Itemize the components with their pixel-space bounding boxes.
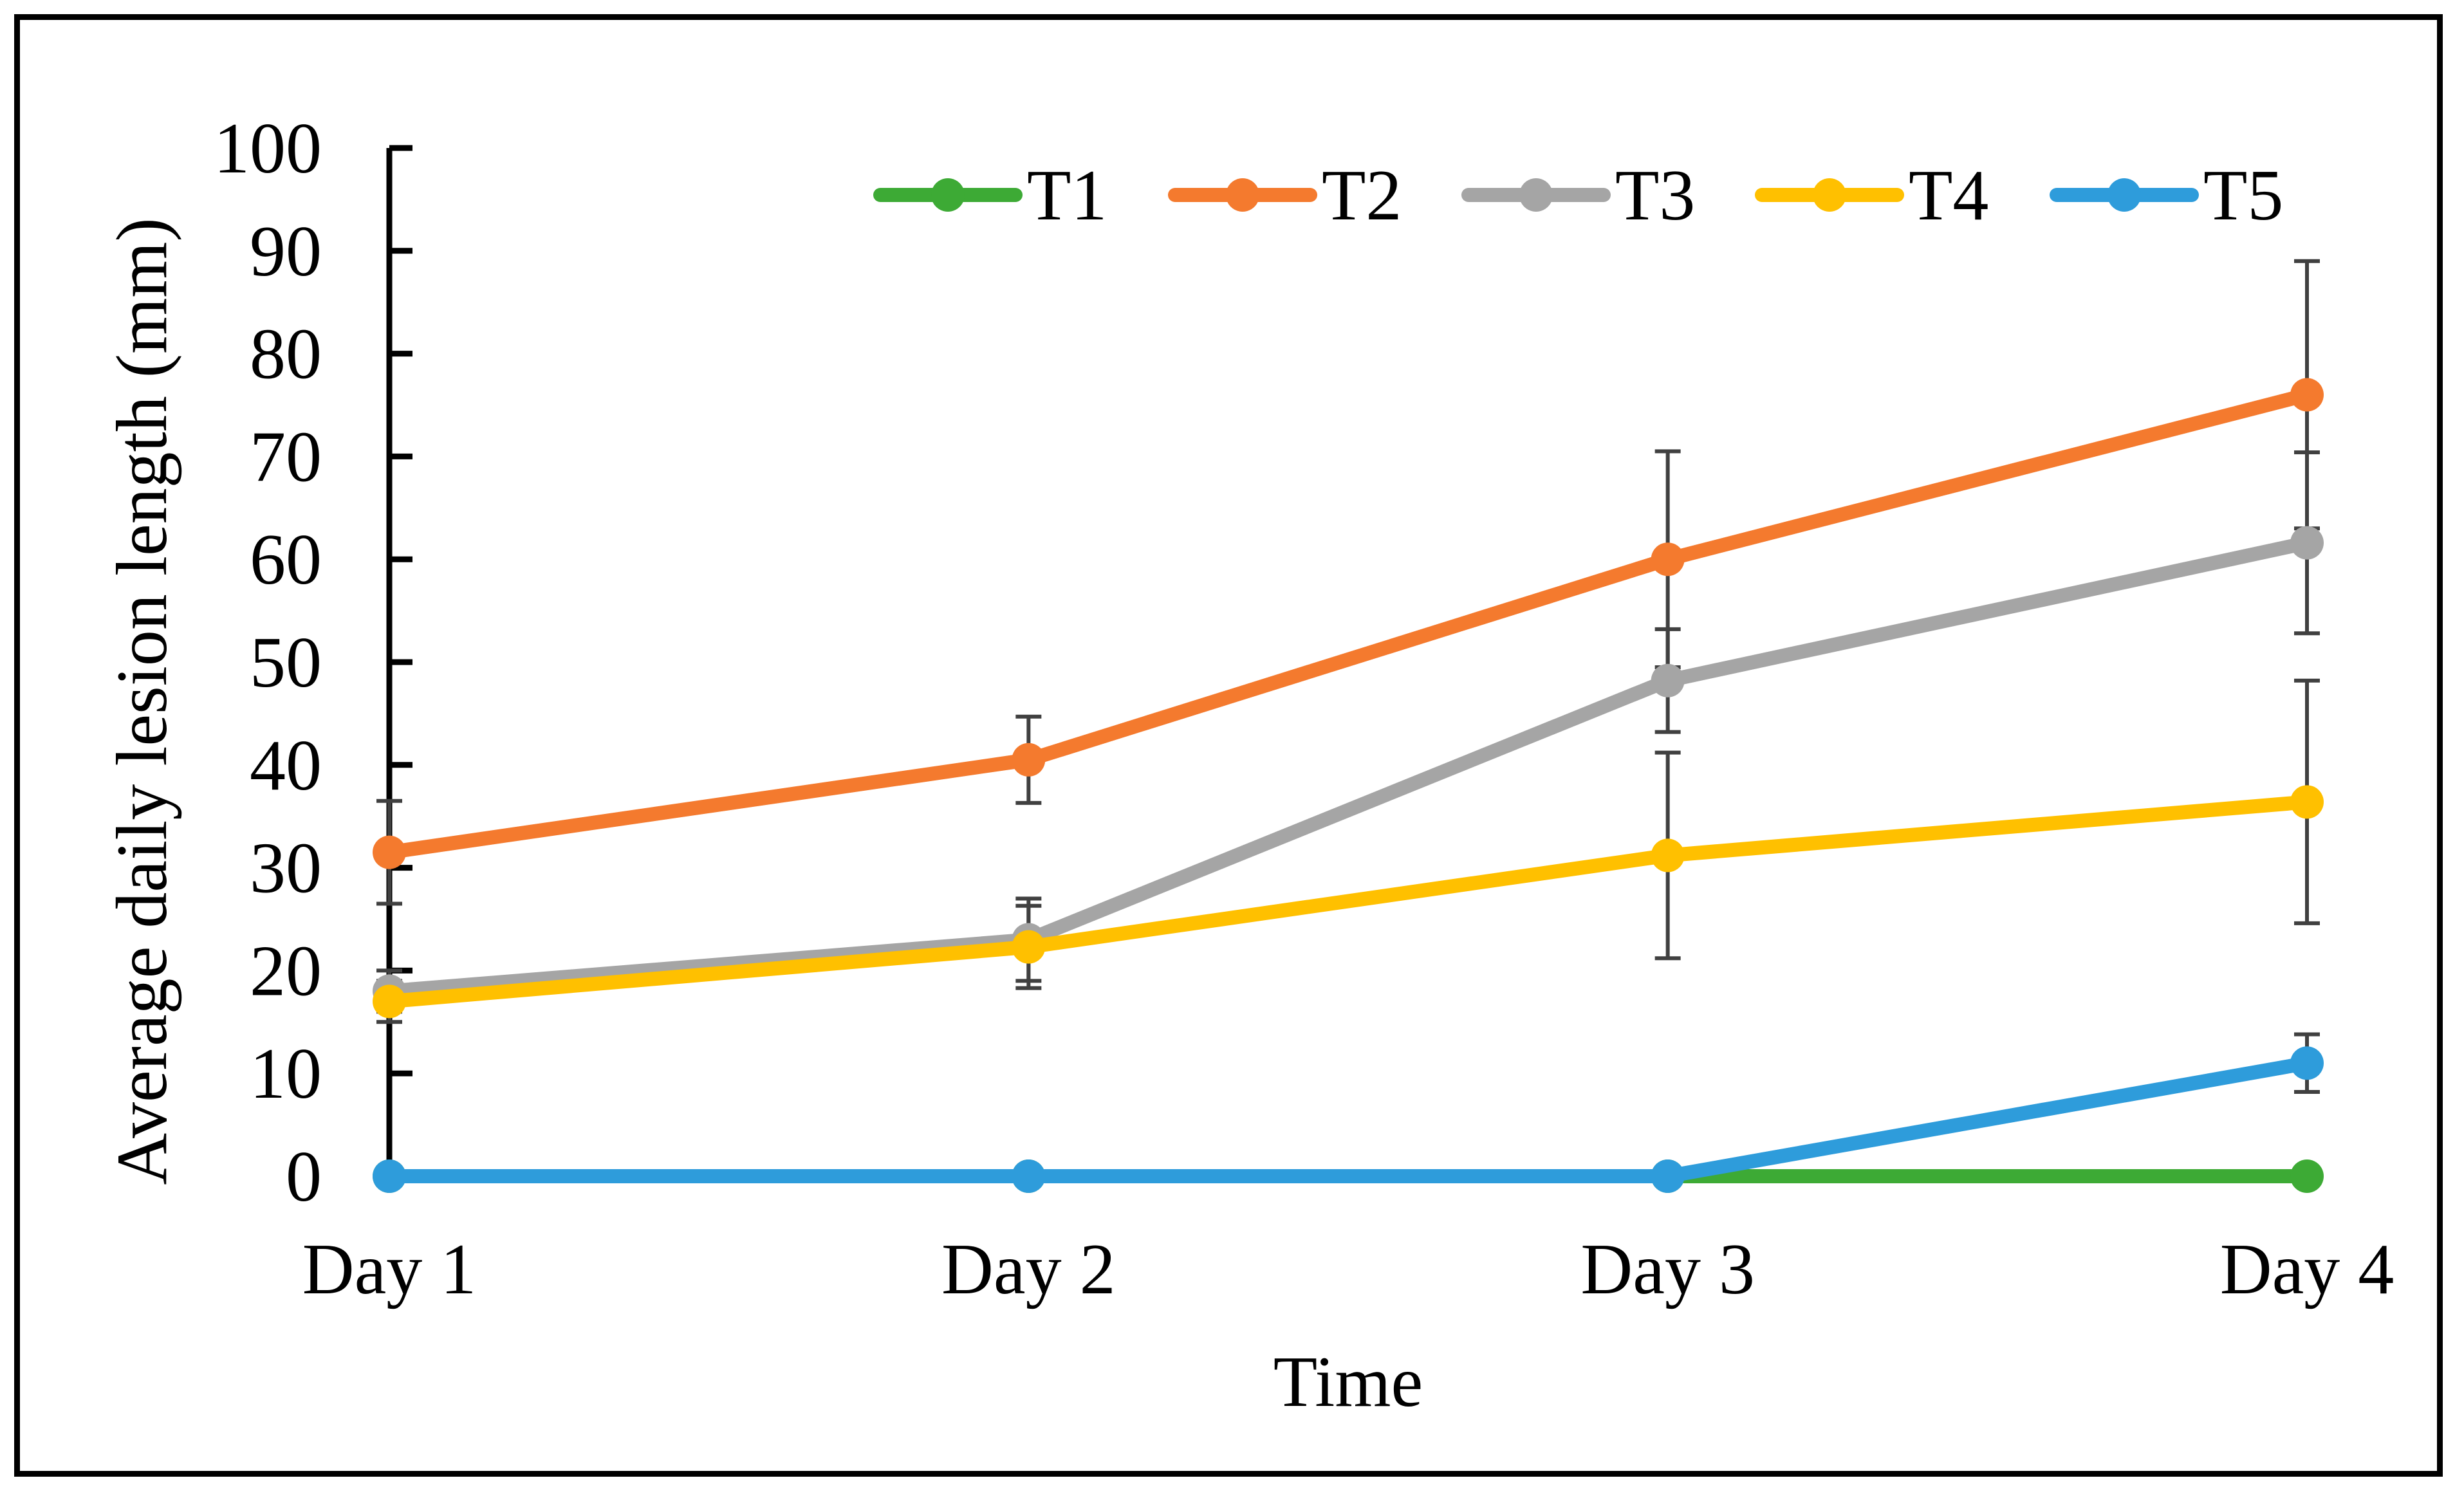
legend: T1 T2 T3 T4 T5	[873, 156, 2283, 235]
y-tick-label: 40	[250, 726, 322, 806]
series-line-t5	[382, 1056, 2314, 1183]
y-tick-label: 30	[250, 829, 322, 909]
data-point-t2	[1651, 542, 1685, 577]
legend-marker-t4	[1813, 178, 1846, 212]
y-tick-label: 20	[250, 931, 322, 1011]
data-point-t4	[373, 984, 406, 1019]
y-tick-label: 90	[250, 212, 322, 291]
data-point-t5	[373, 1159, 406, 1193]
legend-label-t5: T5	[2203, 156, 2283, 235]
series-lines	[373, 378, 2324, 1193]
series-line-t3	[382, 535, 2314, 999]
data-point-t1	[2290, 1159, 2324, 1193]
data-point-t2	[2290, 378, 2324, 412]
y-tick-label: 10	[250, 1034, 322, 1114]
data-point-t2	[373, 835, 406, 869]
data-point-t2	[1012, 743, 1046, 777]
data-point-t3	[2290, 526, 2324, 560]
y-axis: 0 10 20 30 40 50 60 70 80 90 100	[214, 109, 412, 1217]
y-tick-label: 70	[250, 417, 322, 497]
y-tick-label: 50	[250, 623, 322, 703]
data-point-t4	[1012, 930, 1046, 964]
data-point-t3	[1651, 663, 1685, 697]
legend-label-t2: T2	[1322, 156, 1402, 235]
legend-marker-t5	[2107, 178, 2141, 212]
data-point-t4	[1651, 838, 1685, 873]
legend-marker-t3	[1519, 178, 1553, 212]
series-line-t4	[382, 795, 2314, 1009]
y-tick-label: 0	[286, 1137, 322, 1217]
legend-marker-t1	[931, 178, 965, 212]
y-axis-title: Average daily lesion length (mm)	[102, 217, 182, 1185]
y-tick-label: 80	[250, 315, 322, 394]
legend-label-t3: T3	[1615, 156, 1695, 235]
data-point-t5	[2290, 1046, 2324, 1080]
x-tick-label: Day 2	[941, 1230, 1116, 1309]
x-axis: Day 1 Day 2 Day 3 Day 4	[302, 1230, 2395, 1309]
y-tick-label: 60	[250, 520, 322, 600]
legend-label-t4: T4	[1909, 156, 1988, 235]
series-line-t2	[382, 387, 2314, 860]
y-tick-label: 100	[214, 109, 322, 189]
legend-marker-t2	[1226, 178, 1259, 212]
data-point-t4	[2290, 785, 2324, 819]
x-tick-label: Day 1	[302, 1230, 477, 1309]
chart-frame	[14, 14, 2443, 1477]
x-tick-label: Day 4	[2220, 1230, 2395, 1309]
data-point-t5	[1651, 1159, 1685, 1193]
legend-label-t1: T1	[1027, 156, 1107, 235]
x-axis-title: Time	[1274, 1342, 1423, 1422]
x-tick-label: Day 3	[1580, 1230, 1755, 1309]
data-point-t5	[1012, 1159, 1046, 1193]
